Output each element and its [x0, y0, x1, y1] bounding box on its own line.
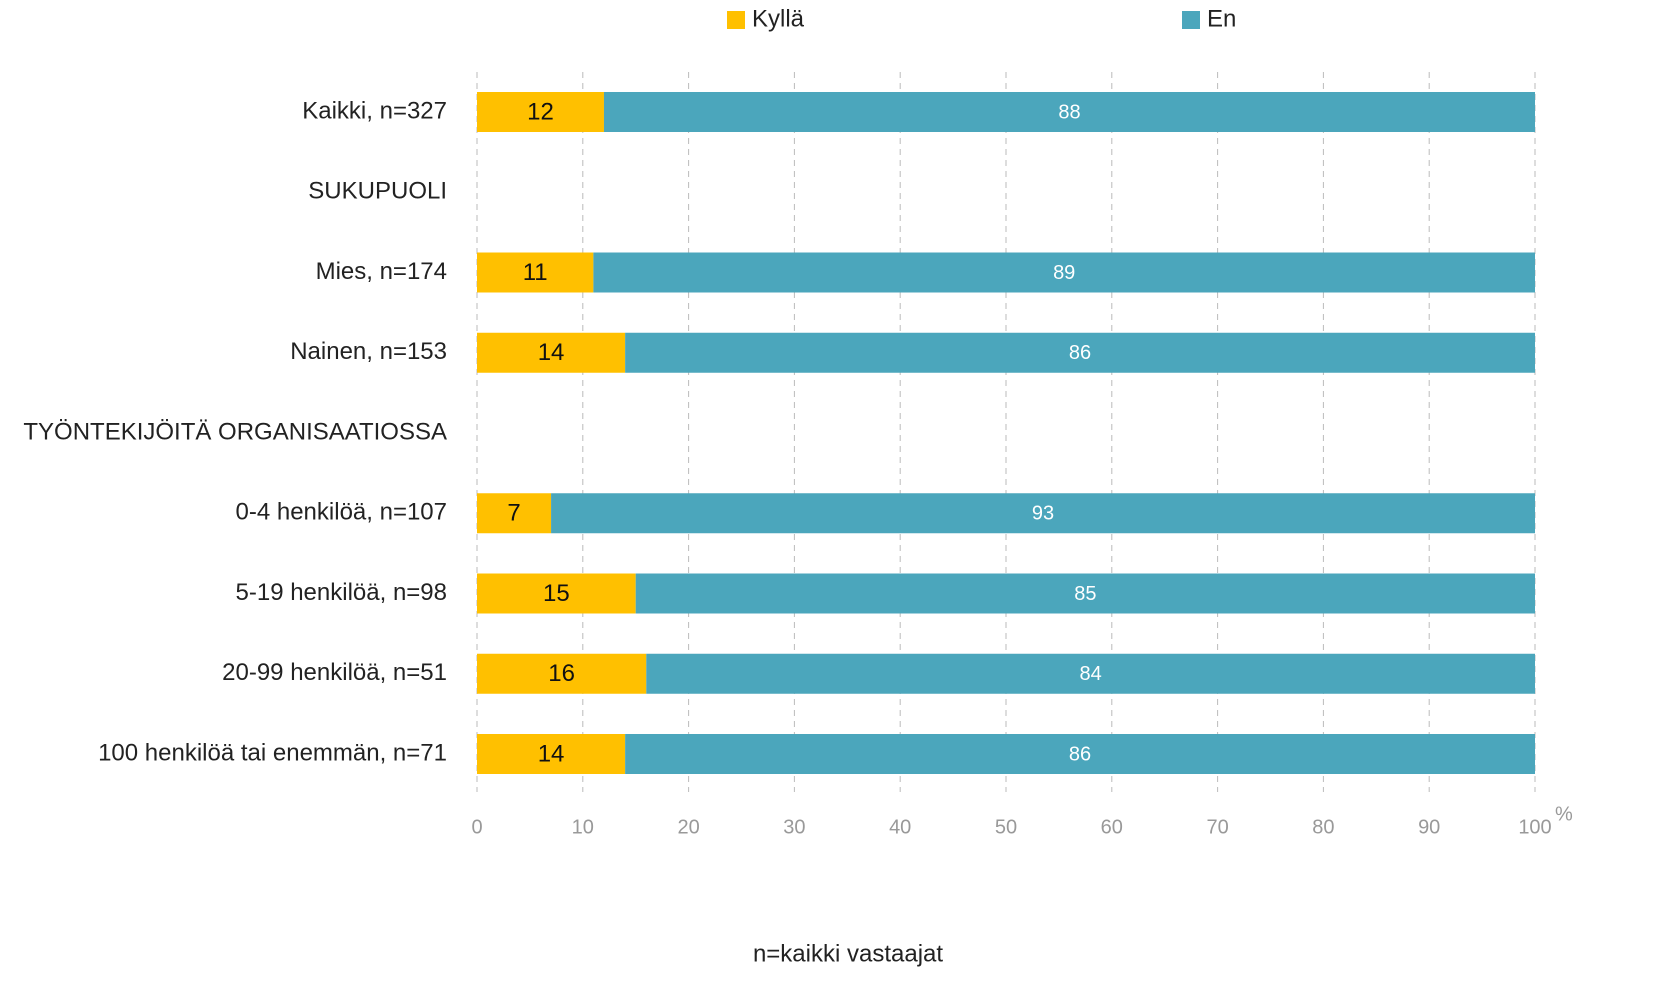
data-label: 86 [1069, 743, 1091, 765]
x-tick-label: 40 [889, 816, 911, 838]
bar-segment [625, 734, 1535, 774]
x-tick-label: 80 [1312, 816, 1334, 838]
y-tick-label: TYÖNTEKIJÖITÄ ORGANISAATIOSSA [23, 418, 447, 445]
x-tick-label: 60 [1101, 816, 1123, 838]
data-label: 86 [1069, 342, 1091, 364]
data-label: 14 [538, 339, 565, 366]
y-tick-label: Kaikki, n=327 [302, 97, 447, 124]
bar-segment [477, 734, 626, 774]
bar-segment [477, 573, 636, 614]
x-tick-label: 90 [1418, 816, 1440, 838]
bar-segment [603, 92, 1535, 132]
y-tick-label: 100 henkilöä tai enemmän, n=71 [98, 739, 447, 766]
x-tick-label: 70 [1206, 816, 1228, 838]
y-tick-label: 0-4 henkilöä, n=107 [236, 499, 448, 526]
bar-segment [477, 92, 604, 132]
legend-label: Kyllä [752, 5, 805, 32]
bar-segment [477, 653, 647, 694]
x-tick-label: 20 [677, 816, 699, 838]
y-tick-label: 20-99 henkilöä, n=51 [222, 659, 447, 686]
data-label: 15 [543, 580, 570, 607]
bar-segment [477, 332, 626, 373]
bar-segment [477, 252, 594, 293]
data-label: 93 [1032, 503, 1054, 525]
bar-segment [551, 493, 1535, 534]
x-tick-label: 10 [572, 816, 594, 838]
x-tick-label: 30 [783, 816, 805, 838]
bar-segment [625, 332, 1535, 373]
legend-swatch [727, 11, 745, 29]
data-label: 11 [523, 259, 548, 286]
x-tick-label: 50 [995, 816, 1017, 838]
x-tick-label: 0 [471, 816, 482, 838]
data-label: 88 [1058, 101, 1080, 123]
data-label: 16 [548, 660, 575, 687]
legend-label: En [1207, 5, 1236, 32]
legend-swatch [1182, 11, 1200, 29]
x-tick-label: 100 [1518, 816, 1551, 838]
bar-segment [593, 252, 1535, 293]
y-tick-label: Nainen, n=153 [290, 338, 447, 365]
bar-segment [635, 573, 1535, 614]
data-label: 85 [1074, 583, 1096, 605]
data-label: 84 [1080, 663, 1102, 685]
y-tick-label: SUKUPUOLI [308, 178, 447, 205]
data-label: 89 [1053, 262, 1075, 284]
y-tick-label: 5-19 henkilöä, n=98 [236, 579, 448, 606]
y-tick-label: Mies, n=174 [316, 258, 447, 285]
data-label: 14 [538, 740, 565, 767]
x-axis-label: n=kaikki vastaajat [753, 940, 943, 967]
x-unit: % [1555, 803, 1573, 825]
data-label: 7 [507, 500, 520, 527]
bar-segment [477, 493, 552, 534]
bar-segment [646, 653, 1535, 694]
data-label: 12 [527, 98, 554, 125]
